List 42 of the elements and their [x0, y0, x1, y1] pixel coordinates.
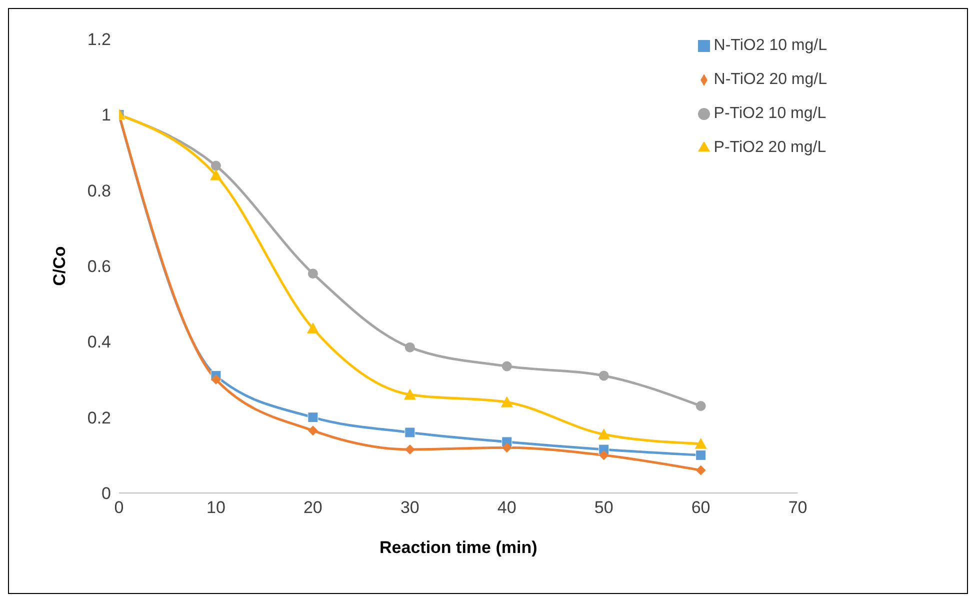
point: [502, 361, 512, 372]
y-tick-label: 0.6: [87, 257, 111, 276]
point: [598, 370, 609, 381]
y-tick-label: 0: [102, 484, 111, 504]
point: [598, 428, 610, 440]
point: [502, 442, 512, 453]
point: [306, 322, 319, 334]
x-axis-title: Reaction time (min): [380, 538, 538, 557]
point: [308, 412, 318, 423]
x-tick-label: 40: [497, 498, 516, 518]
x-tick-label: 0: [114, 498, 124, 518]
x-tick-label: 70: [788, 498, 808, 518]
point: [404, 444, 415, 454]
legend-label: P-TiO2 10 mg/L: [714, 105, 826, 122]
y-tick-label: 0.8: [87, 181, 111, 200]
y-tick-label: 1: [102, 106, 111, 125]
x-tick-label: 20: [303, 498, 322, 518]
point: [696, 465, 706, 476]
point: [598, 450, 609, 460]
point: [696, 400, 706, 411]
point: [308, 426, 318, 436]
point: [500, 396, 513, 408]
point: [404, 388, 416, 400]
x-tick-label: 10: [206, 498, 226, 518]
y-axis-title: C/Co: [50, 246, 70, 286]
point: [694, 438, 707, 449]
x-tick-label: 50: [594, 498, 614, 518]
point: [404, 427, 416, 438]
x-tick-label: 60: [691, 498, 710, 518]
legend-label: N-TiO2 10 mg/L: [714, 37, 827, 54]
point: [308, 268, 318, 279]
point: [404, 342, 415, 352]
point: [210, 374, 221, 384]
legend-label: P-TiO2 20 mg/L: [714, 139, 826, 156]
legend-label: N-TiO2 20 mg/L: [714, 71, 827, 88]
y-tick-label: 1.2: [87, 30, 111, 50]
point: [210, 169, 222, 180]
y-tick-label: 0.4: [87, 332, 111, 352]
point: [210, 160, 221, 171]
y-tick-label: 0.2: [87, 408, 111, 428]
x-tick-label: 30: [400, 498, 420, 518]
point: [696, 450, 706, 460]
